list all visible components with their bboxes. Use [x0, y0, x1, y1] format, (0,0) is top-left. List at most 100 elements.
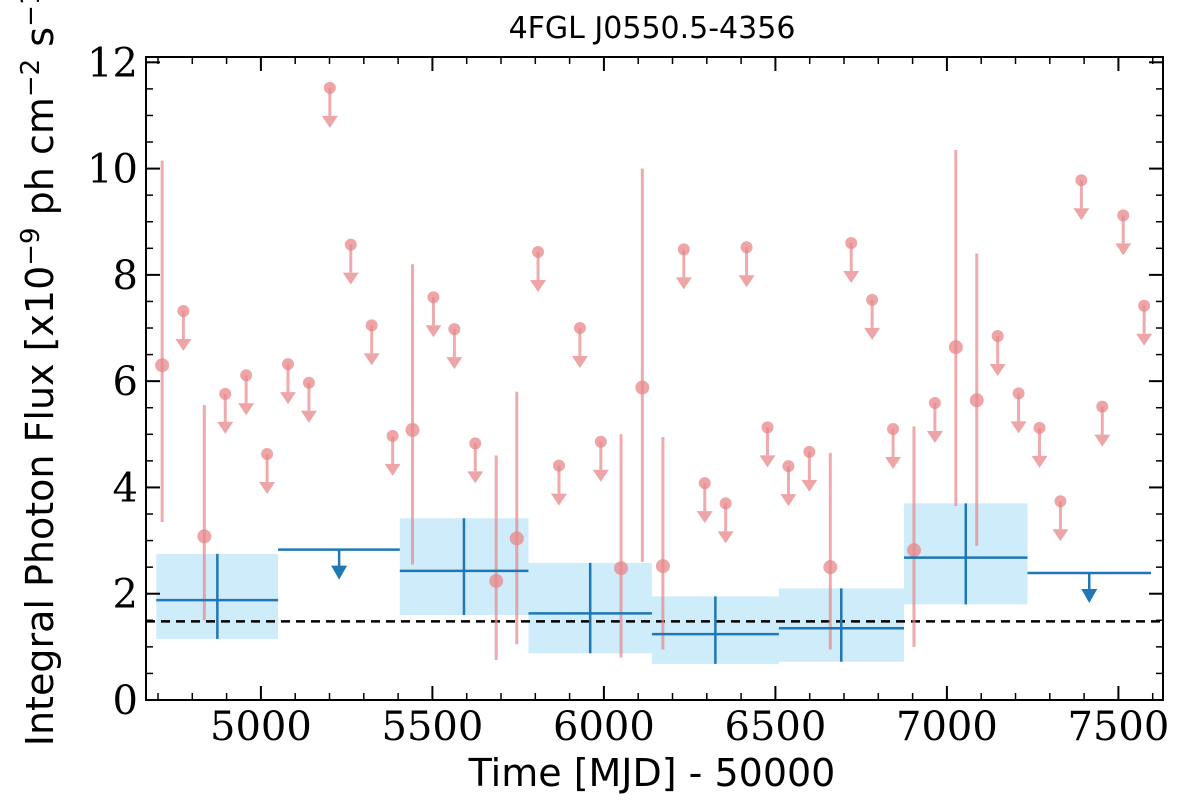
x-axis: 5000 5500 6000 6500 7000 7500: [157, 57, 1170, 750]
x-tick-label: 7500: [1068, 704, 1170, 750]
short-bin-upper-limit-point: [323, 81, 336, 94]
short-bin-upper-limit-point: [928, 396, 941, 409]
short-bin-upper-limit-arrow: [300, 410, 317, 423]
long-bin-upper-limit-arrow: [1081, 588, 1098, 603]
short-bin-upper-limit-arrow: [1115, 243, 1132, 256]
short-bin-upper-limit-point: [532, 246, 545, 259]
short-bin-upper-limit-point: [740, 241, 753, 254]
short-bin-upper-limit-point: [866, 293, 879, 306]
short-bin-upper-limit-point: [365, 319, 378, 332]
short-bin-upper-limit-point: [887, 422, 900, 435]
short-bin-upper-limit-arrow: [467, 471, 484, 484]
short-bin-upper-limit-arrow: [738, 275, 755, 288]
uncertainty-bands: [156, 503, 1028, 664]
y-tick-label: 4: [113, 465, 138, 511]
x-tick-label: 5500: [382, 704, 484, 750]
short-bin-upper-limit-point: [1033, 421, 1046, 434]
short-bin-upper-limit-point: [282, 358, 295, 371]
plot-frame: [145, 56, 1164, 701]
short-bin-upper-limit-arrow: [571, 356, 588, 369]
short-bin-point: [969, 393, 984, 408]
short-bin-upper-limit-arrow: [989, 363, 1006, 376]
short-bin-upper-limit-point: [573, 322, 586, 335]
short-bin-upper-limit-point: [386, 429, 399, 442]
short-bin-upper-limit-arrow: [550, 493, 567, 506]
chart-title: 4FGL J0550.5-4356: [509, 11, 796, 46]
short-bin-upper-limit-point: [1054, 495, 1067, 508]
short-bin-point: [197, 529, 212, 544]
short-bin-upper-limit-arrow: [280, 392, 297, 405]
short-bin-upper-limit-point: [1096, 400, 1109, 413]
y-tick-label: 10: [87, 147, 138, 193]
short-bin-upper-limit-arrow: [926, 430, 943, 443]
short-bin-upper-limit-point: [803, 445, 816, 458]
short-bin-upper-limit-arrow: [759, 455, 776, 468]
short-bin-upper-limit-point: [177, 305, 190, 318]
y-tick-label: 12: [87, 40, 138, 86]
short-bin-points: [155, 81, 1153, 661]
short-bin-upper-limit-arrow: [801, 479, 818, 492]
short-bin-upper-limit-arrow: [675, 277, 692, 290]
short-bin-point: [405, 423, 420, 438]
short-bin-upper-limit-point: [782, 460, 795, 473]
short-bin-upper-limit-arrow: [363, 353, 380, 366]
x-tick-label: 7000: [896, 704, 998, 750]
short-bin-point: [155, 358, 170, 373]
short-bin-upper-limit-point: [1075, 174, 1088, 187]
short-bin-upper-limit-arrow: [238, 403, 255, 416]
short-bin-upper-limit-arrow: [321, 115, 338, 128]
short-bin-upper-limit-arrow: [1052, 529, 1069, 542]
short-bin-upper-limit-point: [261, 447, 274, 460]
short-bin-upper-limit-arrow: [1094, 434, 1111, 447]
short-bin-upper-limit-arrow: [342, 272, 359, 285]
short-bin-upper-limit-point: [448, 323, 461, 336]
short-bin-upper-limit-arrow: [780, 494, 797, 507]
x-axis-label: Time [MJD] - 50000: [468, 751, 836, 795]
short-bin-upper-limit-point: [698, 477, 711, 490]
short-bin-upper-limit-arrow: [1073, 208, 1090, 221]
short-bin-upper-limit-point: [845, 236, 858, 249]
short-bin-point: [509, 531, 524, 546]
short-bin-upper-limit-point: [469, 437, 482, 450]
short-bin-upper-limit-point: [1117, 209, 1130, 222]
y-tick-label: 2: [113, 572, 138, 618]
short-bin-upper-limit-arrow: [696, 511, 713, 524]
short-bin-upper-limit-point: [1012, 387, 1025, 400]
short-bin-point: [614, 561, 629, 576]
short-bin-upper-limit-arrow: [425, 325, 442, 338]
short-bin-upper-limit-arrow: [530, 280, 547, 293]
short-bin-upper-limit-arrow: [384, 463, 401, 476]
short-bin-upper-limit-point: [219, 387, 232, 400]
short-bin-upper-limit-point: [991, 329, 1004, 342]
y-tick-label: 0: [113, 678, 138, 724]
short-bin-upper-limit-point: [1138, 299, 1151, 312]
long-bin-points: [156, 503, 1151, 664]
long-bin-upper-limit-arrow: [331, 565, 348, 580]
short-bin-point: [489, 573, 504, 588]
short-bin-upper-limit-arrow: [1010, 421, 1027, 434]
short-bin-upper-limit-arrow: [446, 357, 463, 370]
y-tick-label: 8: [113, 253, 138, 299]
short-bin-upper-limit-point: [719, 497, 732, 510]
short-bin-upper-limit-arrow: [885, 456, 902, 469]
short-bin-upper-limit-point: [302, 376, 315, 389]
plot-area: [146, 81, 1163, 664]
short-bin-upper-limit-arrow: [1136, 333, 1153, 346]
short-bin-upper-limit-point: [761, 421, 774, 434]
short-bin-upper-limit-arrow: [1031, 455, 1048, 468]
short-bin-point: [655, 559, 670, 574]
x-tick-label: 5000: [210, 704, 312, 750]
y-tick-label: 6: [113, 359, 138, 405]
short-bin-point: [948, 340, 963, 355]
short-bin-upper-limit-arrow: [717, 531, 734, 544]
short-bin-upper-limit-arrow: [259, 481, 276, 494]
short-bin-upper-limit-point: [344, 238, 357, 251]
short-bin-upper-limit-arrow: [864, 327, 881, 340]
y-axis: 0 2 4 6 8 10 12: [87, 40, 1163, 724]
short-bin-upper-limit-arrow: [843, 270, 860, 283]
short-bin-upper-limit-point: [240, 369, 253, 382]
short-bin-upper-limit-point: [427, 291, 440, 304]
y-axis-label: Integral Photon Flux [x10−9 ph cm−2 s−1]: [16, 0, 62, 746]
short-bin-point: [906, 543, 921, 558]
